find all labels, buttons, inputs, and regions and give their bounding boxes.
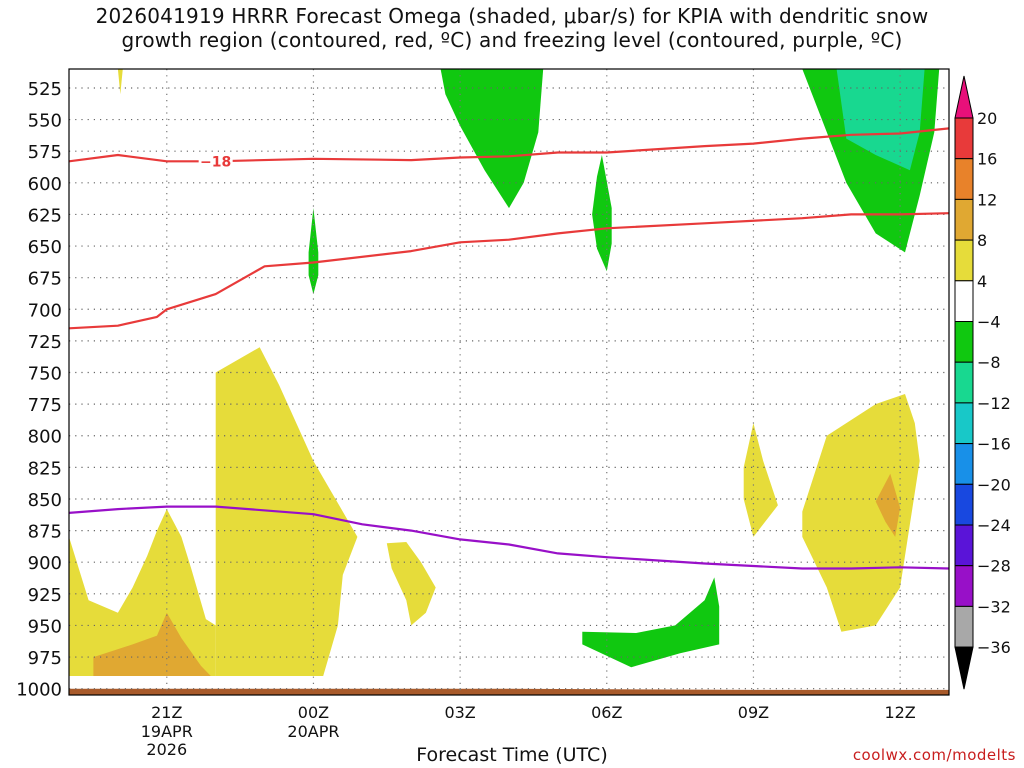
colorbar-label: −4 (977, 313, 1001, 332)
y-tick-label: 675 (28, 269, 62, 290)
colorbar-label: −36 (977, 638, 1011, 657)
x-tick-label: 06Z (591, 703, 622, 722)
y-tick-label: 550 (28, 111, 62, 132)
y-tick-label: 850 (28, 490, 62, 511)
colorbar-band (954, 605, 974, 648)
omega-colorbar: 20 16 12 8 4 −4 −8 −12 −16 −20 −24 −28 −32 −36 (954, 75, 1011, 690)
y-tick-label: 825 (28, 458, 62, 479)
omega-region-9 (93, 612, 211, 676)
y-tick-label: 575 (28, 142, 62, 163)
x-tick-label: 12Z (884, 703, 915, 722)
colorbar-band (954, 402, 974, 445)
contour-labels: −18 (198, 153, 233, 170)
colorbar-label: −24 (977, 516, 1011, 535)
omega-region-0 (440, 69, 544, 209)
y-tick-label: 925 (28, 585, 62, 606)
x-tick-date: 19APR (141, 722, 193, 741)
y-axis-tick-labels: 525 550 575 600 625 650 675 700 725 750 775 800 825 8… (16, 79, 62, 701)
x-tick-label: 21Z (151, 703, 182, 722)
surface-ground-layer (69, 688, 949, 695)
colorbar-band (954, 361, 974, 404)
contour-line-2 (69, 505, 949, 570)
colorbar-band (954, 565, 974, 607)
omega-region-11 (743, 423, 778, 537)
x-tick-label: 00Z (298, 703, 329, 722)
colorbar-band (954, 321, 974, 363)
x-axis-title: Forecast Time (UTC) (416, 744, 608, 766)
gridlines (69, 69, 949, 695)
x-tick-date: 20APR (287, 722, 339, 741)
chart-title: 2026041919 HRRR Forecast Omega (shaded, … (0, 4, 1024, 52)
y-tick-label: 600 (28, 174, 62, 195)
colorbar-bottom-arrow (954, 646, 974, 690)
title-line-2: growth region (contoured, red, ºC) and f… (121, 28, 903, 52)
plot-frame (68, 68, 950, 696)
colorbar-label: −8 (977, 353, 1001, 372)
contour-line-0 (69, 212, 949, 330)
y-tick-label: 950 (28, 616, 62, 637)
y-tick-label: 700 (28, 300, 62, 321)
y-tick-label: 875 (28, 522, 62, 543)
colorbar-band (954, 280, 974, 322)
ground-fill (69, 688, 949, 695)
y-tick-label: 900 (28, 553, 62, 574)
colorbar-band (954, 524, 974, 567)
omega-region-12 (802, 394, 920, 632)
y-tick-label: 650 (28, 237, 62, 258)
colorbar-band (954, 443, 974, 485)
omega-region-10 (386, 542, 436, 626)
contour-label: −18 (200, 154, 231, 170)
x-tick-label: 03Z (444, 703, 475, 722)
omega-region-3 (308, 208, 319, 295)
omega-region-4 (592, 155, 612, 272)
omega-region-13 (875, 473, 901, 537)
y-tick-label: 725 (28, 332, 62, 353)
x-tick-label: 09Z (738, 703, 769, 722)
y-tick-label: 800 (28, 427, 62, 448)
colorbar-label: −12 (977, 394, 1011, 413)
omega-region-6 (117, 69, 123, 95)
colorbar-band (954, 483, 974, 526)
colorbar-label: 4 (977, 272, 987, 291)
colorbar-label: −16 (977, 435, 1011, 454)
colorbar-label: 16 (977, 150, 997, 169)
title-line-1: 2026041919 HRRR Forecast Omega (shaded, … (95, 4, 929, 28)
y-tick-label: 775 (28, 395, 62, 416)
y-tick-label: 1000 (16, 680, 62, 701)
y-tick-label: 525 (28, 79, 62, 100)
colorbar-band (954, 198, 974, 241)
temperature-contours (69, 127, 949, 570)
omega-region-5 (582, 577, 720, 668)
colorbar-band (954, 239, 974, 282)
colorbar-label: 20 (977, 109, 997, 128)
x-tick-year: 2026 (146, 740, 187, 759)
colorbar-band (954, 117, 974, 160)
colorbar-label: 12 (977, 190, 997, 209)
y-tick-label: 625 (28, 205, 62, 226)
y-tick-label: 750 (28, 364, 62, 385)
contour-label-bg (198, 153, 233, 170)
colorbar-label: −32 (977, 597, 1011, 616)
colorbar-label: 8 (977, 231, 987, 250)
colorbar-top-arrow (954, 75, 974, 119)
colorbar-label: −28 (977, 557, 1011, 576)
contour-line-1 (69, 127, 949, 163)
site-credit: coolwx.com/modelts (852, 746, 1016, 764)
omega-region-2 (836, 69, 925, 171)
y-tick-label: 975 (28, 648, 62, 669)
colorbar-label: −20 (977, 475, 1011, 494)
colorbar-band (954, 158, 974, 200)
